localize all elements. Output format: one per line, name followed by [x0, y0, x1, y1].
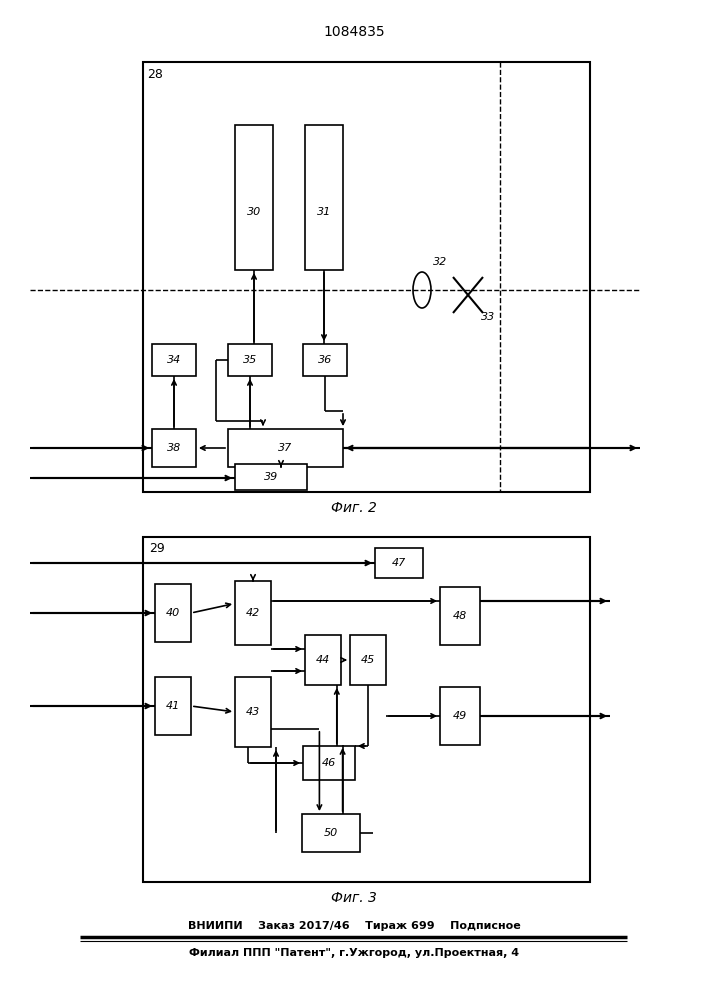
- Text: 30: 30: [247, 207, 261, 217]
- Text: 34: 34: [167, 355, 181, 365]
- Bar: [155, 584, 191, 642]
- Bar: [235, 464, 307, 490]
- Text: 49: 49: [453, 711, 467, 721]
- Bar: [375, 548, 423, 578]
- Text: 43: 43: [246, 707, 260, 717]
- Text: 28: 28: [147, 68, 163, 81]
- Bar: [228, 429, 343, 467]
- Ellipse shape: [413, 272, 431, 308]
- Bar: [143, 537, 590, 882]
- Bar: [235, 677, 271, 747]
- Text: 39: 39: [264, 472, 278, 482]
- Text: Филиал ППП "Патент", г.Ужгород, ул.Проектная, 4: Филиал ППП "Патент", г.Ужгород, ул.Проек…: [189, 948, 519, 958]
- Bar: [303, 746, 355, 780]
- Text: 42: 42: [246, 608, 260, 618]
- Text: Фиг. 3: Фиг. 3: [331, 891, 377, 905]
- Bar: [440, 587, 480, 645]
- Bar: [143, 62, 590, 492]
- Bar: [440, 687, 480, 745]
- Text: 44: 44: [316, 655, 330, 665]
- Bar: [152, 344, 196, 376]
- Text: 36: 36: [318, 355, 332, 365]
- Bar: [350, 635, 386, 685]
- Text: 40: 40: [166, 608, 180, 618]
- Text: 50: 50: [324, 828, 338, 838]
- Text: Фиг. 2: Фиг. 2: [331, 501, 377, 515]
- Bar: [228, 344, 272, 376]
- Text: 45: 45: [361, 655, 375, 665]
- Text: 32: 32: [433, 257, 447, 267]
- Bar: [303, 344, 347, 376]
- Text: 38: 38: [167, 443, 181, 453]
- Text: 48: 48: [453, 611, 467, 621]
- Text: 41: 41: [166, 701, 180, 711]
- Bar: [155, 677, 191, 735]
- Text: 47: 47: [392, 558, 406, 568]
- Text: 31: 31: [317, 207, 331, 217]
- Bar: [305, 635, 341, 685]
- Text: ВНИИПИ    Заказ 2017/46    Тираж 699    Подписное: ВНИИПИ Заказ 2017/46 Тираж 699 Подписное: [187, 921, 520, 931]
- Text: 35: 35: [243, 355, 257, 365]
- Bar: [235, 125, 273, 270]
- Text: 33: 33: [481, 312, 495, 322]
- Text: 46: 46: [322, 758, 336, 768]
- Bar: [305, 125, 343, 270]
- Text: 37: 37: [279, 443, 293, 453]
- Bar: [152, 429, 196, 467]
- Bar: [235, 581, 271, 645]
- Text: 29: 29: [149, 542, 165, 556]
- Text: 1084835: 1084835: [323, 25, 385, 39]
- Bar: [302, 814, 360, 852]
